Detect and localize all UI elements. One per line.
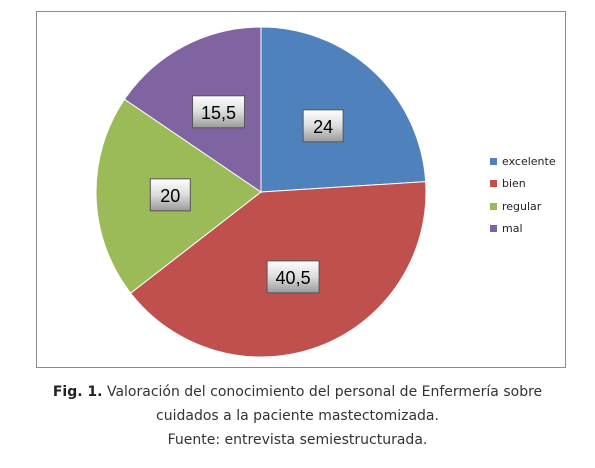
svg-text:24: 24 bbox=[313, 117, 333, 137]
legend-swatch bbox=[490, 157, 497, 165]
legend-label: mal bbox=[502, 222, 523, 236]
legend-swatch bbox=[490, 202, 497, 210]
legend-item-regular: regular bbox=[490, 195, 556, 218]
legend: excelente bien regular mal bbox=[490, 150, 556, 240]
legend-item-excelente: excelente bbox=[490, 150, 556, 173]
legend-item-mal: mal bbox=[490, 218, 556, 241]
legend-label: regular bbox=[502, 199, 542, 213]
svg-text:40,5: 40,5 bbox=[276, 268, 311, 288]
svg-text:15,5: 15,5 bbox=[201, 103, 236, 123]
data-label-regular: 20 bbox=[149, 178, 191, 212]
caption-text-line1: Valoración del conocimiento del personal… bbox=[106, 384, 543, 400]
data-label-bien: 40,5 bbox=[266, 260, 320, 294]
data-label-mal: 15,5 bbox=[192, 95, 246, 129]
data-label-excelente: 24 bbox=[302, 109, 344, 143]
legend-item-bien: bien bbox=[490, 173, 556, 196]
figure-label: Fig. 1. bbox=[52, 384, 103, 400]
legend-label: bien bbox=[502, 177, 526, 191]
caption-text-line2: cuidados a la paciente mastectomizada. bbox=[156, 408, 439, 424]
figure-caption-line1: Fig. 1. Valoración del conocimiento del … bbox=[0, 380, 595, 404]
caption-source: Fuente: entrevista semiestructurada. bbox=[167, 432, 428, 448]
legend-swatch bbox=[490, 180, 497, 188]
svg-text:20: 20 bbox=[160, 186, 180, 206]
legend-swatch bbox=[490, 225, 497, 233]
legend-label: excelente bbox=[502, 154, 556, 168]
